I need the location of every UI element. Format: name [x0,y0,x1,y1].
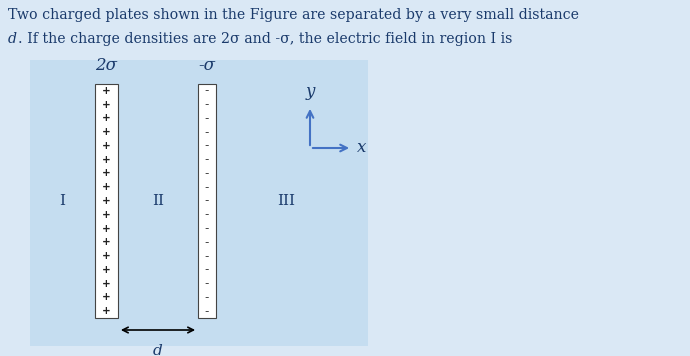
Text: -σ: -σ [199,57,215,74]
Text: -: - [205,291,209,304]
Text: -: - [205,194,209,208]
Text: -: - [205,250,209,263]
Text: -: - [205,222,209,235]
Bar [30,60,368,346]
Text: +: + [102,86,111,96]
Text: +: + [102,237,111,247]
Text: +: + [102,114,111,124]
Text: -: - [205,208,209,221]
Text: -: - [205,140,209,152]
Text: -: - [205,112,209,125]
Text: +: + [102,292,111,302]
Text: -: - [205,153,209,166]
Text: -: - [205,305,209,318]
Text: +: + [102,100,111,110]
Text: -: - [205,277,209,290]
Text: -: - [205,167,209,180]
Text: III: III [277,194,295,208]
Text: +: + [102,210,111,220]
Text: +: + [102,279,111,289]
Text: -: - [205,263,209,276]
Text: +: + [102,182,111,192]
Text: +: + [102,224,111,234]
Text: d: d [153,344,163,356]
Text: x: x [357,140,366,157]
Text: 2σ: 2σ [95,57,117,74]
Text: -: - [205,84,209,98]
Text: . If the charge densities are 2σ and -σ, the electric field in region I is: . If the charge densities are 2σ and -σ,… [18,32,513,46]
Text: -: - [205,98,209,111]
Bar [198,84,216,318]
Text: +: + [102,265,111,275]
Text: Two charged plates shown in the Figure are separated by a very small distance: Two charged plates shown in the Figure a… [8,8,579,22]
Text: d: d [8,32,17,46]
Text: +: + [102,168,111,178]
Text: +: + [102,306,111,316]
Text: -: - [205,126,209,139]
Bar [95,84,118,318]
Text: +: + [102,196,111,206]
Text: +: + [102,141,111,151]
Text: +: + [102,155,111,165]
Text: II: II [152,194,164,208]
Text: -: - [205,181,209,194]
Text: -: - [205,236,209,249]
Text: y: y [305,83,315,100]
Text: +: + [102,251,111,261]
Text: +: + [102,127,111,137]
Text: I: I [59,194,65,208]
